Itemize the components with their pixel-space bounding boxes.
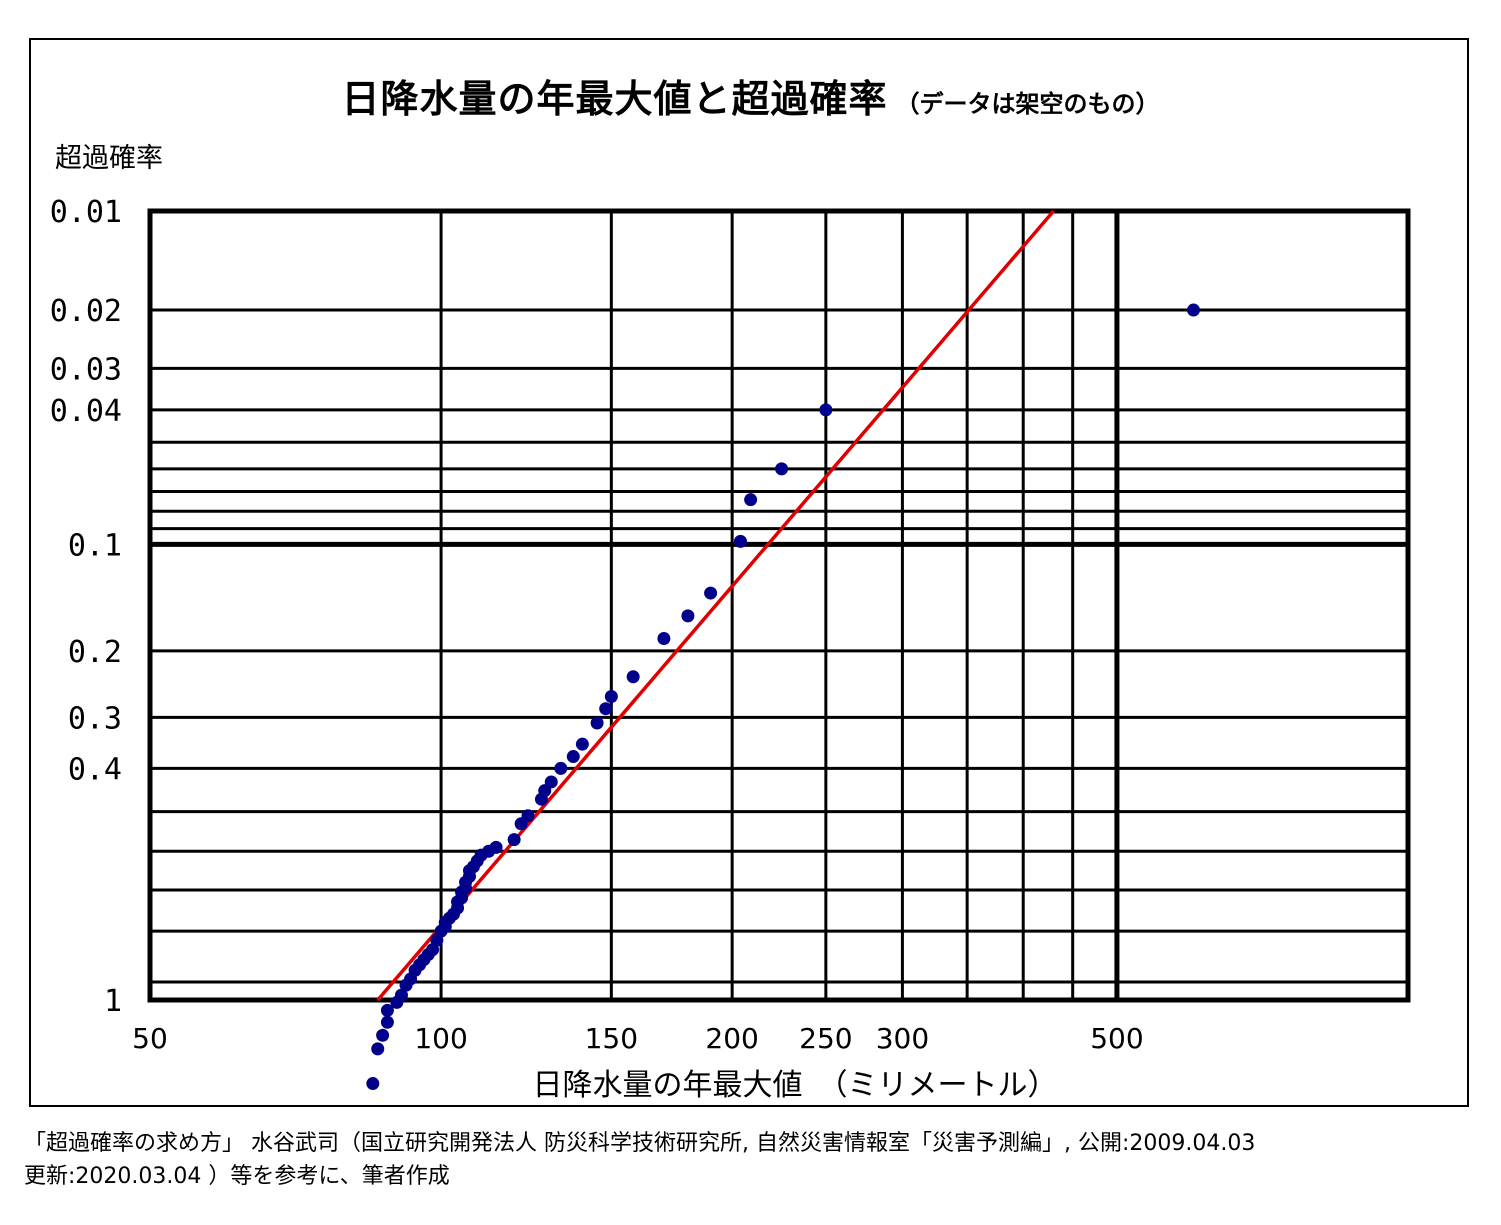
y-tick-label: 0.2 [68, 635, 122, 670]
x-tick-label: 250 [799, 1022, 852, 1055]
y-tick-label: 1 [104, 984, 122, 1019]
figure-frame [29, 38, 1469, 1107]
title-main: 日降水量の年最大値と超過確率 [341, 77, 888, 121]
x-tick-label: 100 [414, 1022, 467, 1055]
x-tick-labels: 50 100 150 200 250 300 500 [132, 1022, 1143, 1055]
x-axis-label: 日降水量の年最大値 （ミリメートル） [532, 1068, 1058, 1103]
data-point [507, 833, 521, 847]
data-point [626, 670, 640, 684]
horizontal-gridlines [150, 308, 1408, 984]
y-tick-label: 0.1 [68, 528, 122, 563]
fit-line [376, 209, 1055, 1002]
source-line-2: 更新:2020.03.04 ）等を参考に、筆者作成 [24, 1164, 450, 1189]
source-note: 「超過確率の求め方」 水谷武司（国立研究開発法人 防災科学技術研究所, 自然災害… [24, 1127, 1255, 1193]
source-line-1: 「超過確率の求め方」 水谷武司（国立研究開発法人 防災科学技術研究所, 自然災害… [24, 1131, 1256, 1156]
y-tick-label: 0.03 [50, 352, 122, 387]
data-point [380, 1015, 394, 1029]
data-point [657, 632, 671, 646]
data-points [366, 303, 1200, 1091]
y-axis-label: 超過確率 [55, 143, 163, 174]
y-tick-label: 0.3 [68, 701, 122, 736]
data-point [1186, 303, 1200, 317]
data-point [733, 534, 747, 548]
data-point [819, 403, 833, 417]
data-point [599, 702, 613, 716]
plot-border [147, 208, 1411, 1003]
x-tick-label: 500 [1090, 1022, 1143, 1055]
x-tick-label: 150 [585, 1022, 638, 1055]
y-tick-label: 0.02 [50, 294, 122, 329]
x-tick-label: 200 [705, 1022, 758, 1055]
data-point [521, 809, 535, 823]
data-point [566, 750, 580, 764]
data-point [744, 493, 758, 507]
chart-title: 日降水量の年最大値と超過確率 （データは架空のもの） [0, 68, 1501, 123]
data-point [575, 737, 589, 751]
data-point [376, 1028, 390, 1042]
data-point [366, 1077, 380, 1091]
data-point [704, 586, 718, 600]
data-point [489, 840, 503, 854]
data-point [775, 462, 789, 476]
data-point [544, 775, 558, 789]
vertical-gridlines [439, 211, 1120, 1000]
data-point [554, 761, 568, 775]
data-point [380, 1003, 394, 1017]
x-tick-label: 300 [876, 1022, 929, 1055]
y-tick-label: 0.04 [50, 394, 122, 429]
x-tick-label: 50 [132, 1022, 168, 1055]
title-subtitle: （データは架空のもの） [895, 90, 1160, 118]
data-point [681, 609, 695, 623]
y-tick-label: 0.01 [50, 195, 122, 230]
data-point [604, 690, 618, 704]
y-tick-labels: 0.01 0.02 0.03 0.04 0.1 0.2 0.3 0.4 1 [50, 195, 122, 1019]
data-point [371, 1042, 385, 1056]
data-point [590, 716, 604, 730]
y-tick-label: 0.4 [68, 752, 122, 787]
data-point [394, 988, 408, 1002]
